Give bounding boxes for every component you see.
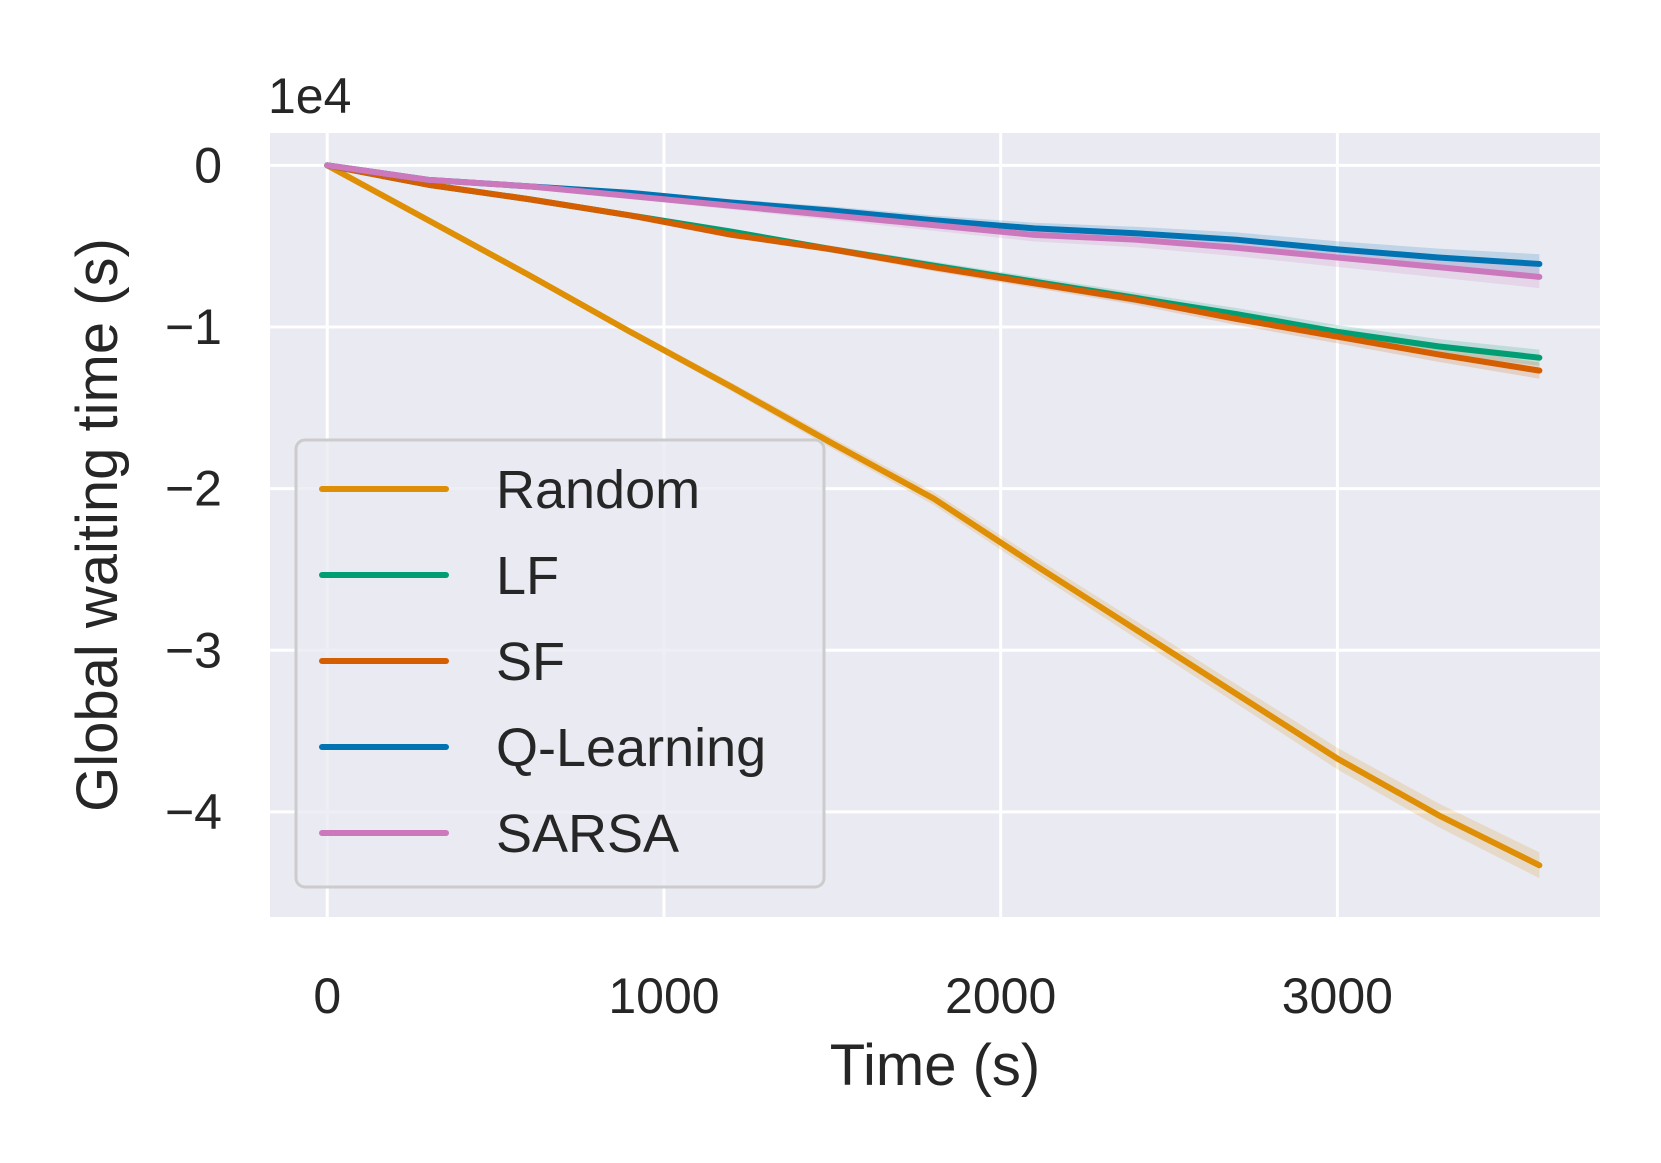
series-line-sarsa	[324, 162, 1543, 280]
legend-label: Q-Learning	[496, 718, 766, 778]
series-line-random	[324, 162, 1543, 869]
y-tick-label: −2	[165, 461, 222, 517]
y-tick-label: −3	[165, 622, 222, 678]
legend-frame	[294, 438, 826, 889]
y-tick-labels: 0 −1 −2 −3 −4	[165, 137, 222, 840]
x-tick-labels: 0 1000 2000 3000	[313, 968, 1393, 1024]
y-tick-label: −1	[165, 299, 222, 355]
legend: Random LF SF Q-Learning SARSA	[294, 438, 826, 889]
legend-label: LF	[496, 546, 559, 606]
y-tick-label: −4	[165, 784, 222, 840]
y-tick-label: 0	[194, 137, 222, 193]
x-axis-label: Time (s)	[830, 1033, 1040, 1098]
series-line-sf	[324, 162, 1543, 374]
band-random	[327, 165, 1540, 879]
y-offset-label: 1e4	[268, 68, 351, 124]
legend-label: SARSA	[496, 804, 679, 864]
series-lines	[324, 162, 1543, 869]
x-tick-label: 3000	[1282, 968, 1393, 1024]
y-axis-label: Global waiting time (s)	[65, 238, 130, 812]
x-tick-label: 2000	[945, 968, 1056, 1024]
band-sf	[327, 165, 1540, 379]
x-tick-label: 1000	[608, 968, 719, 1024]
x-tick-label: 0	[313, 968, 341, 1024]
legend-entries: Random LF SF Q-Learning SARSA	[319, 460, 766, 864]
legend-label: SF	[496, 632, 565, 692]
legend-label: Random	[496, 460, 700, 520]
